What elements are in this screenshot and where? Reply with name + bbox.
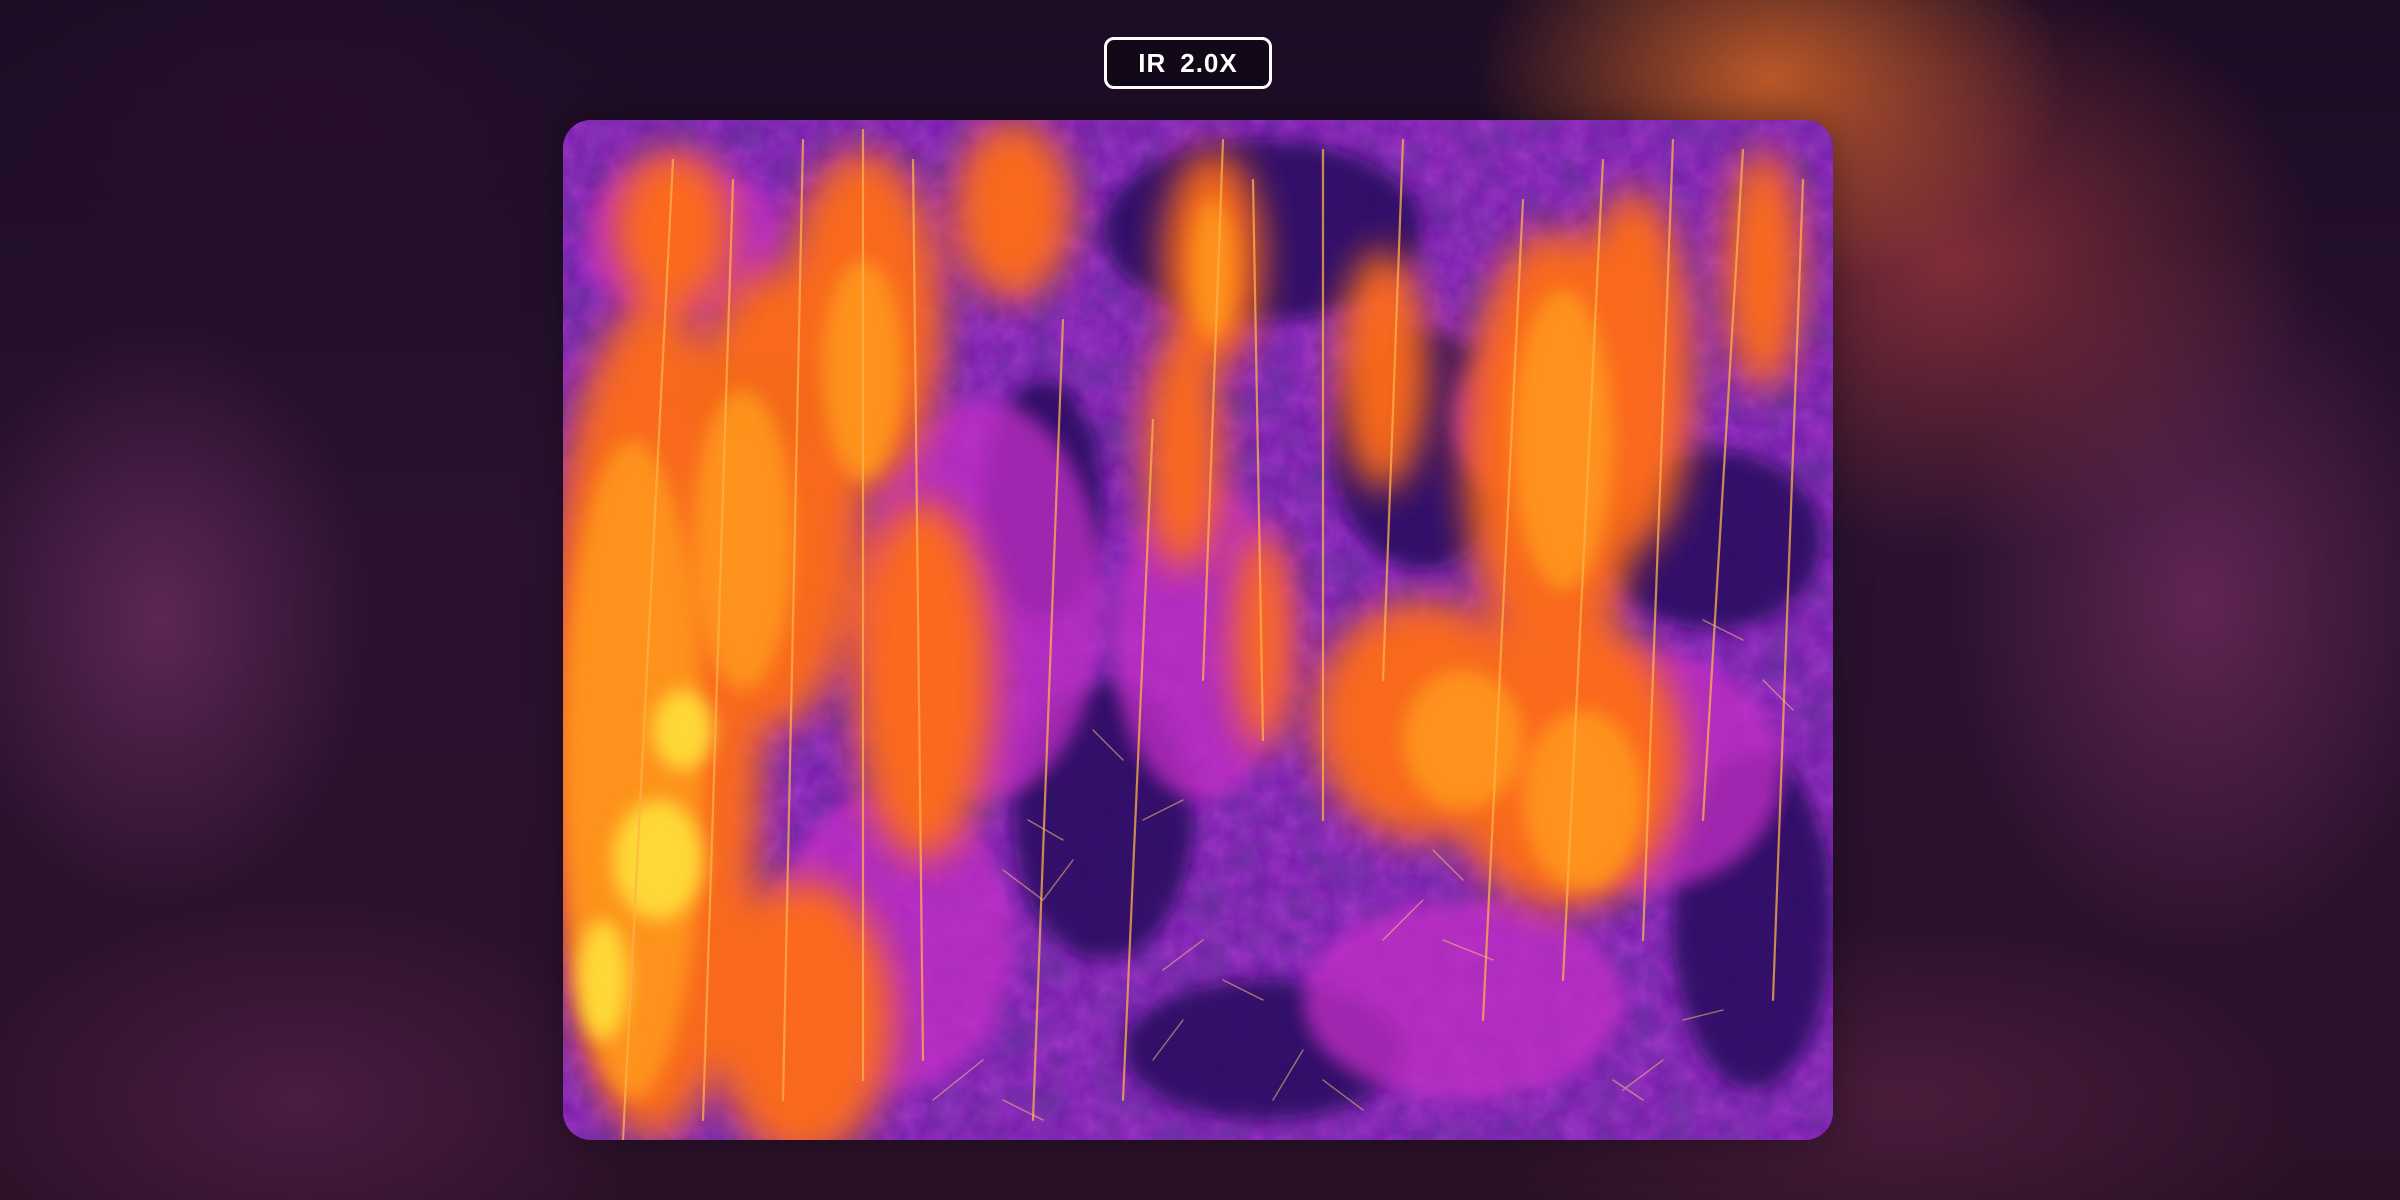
camera-mode-label: IR <box>1138 47 1167 78</box>
zoom-value: 2.0X <box>1180 47 1238 78</box>
thermal-forest-image <box>563 120 1833 1140</box>
zoom-level-badge[interactable]: IR 2.0X <box>1104 37 1272 89</box>
thermal-image-viewport[interactable] <box>563 120 1833 1140</box>
